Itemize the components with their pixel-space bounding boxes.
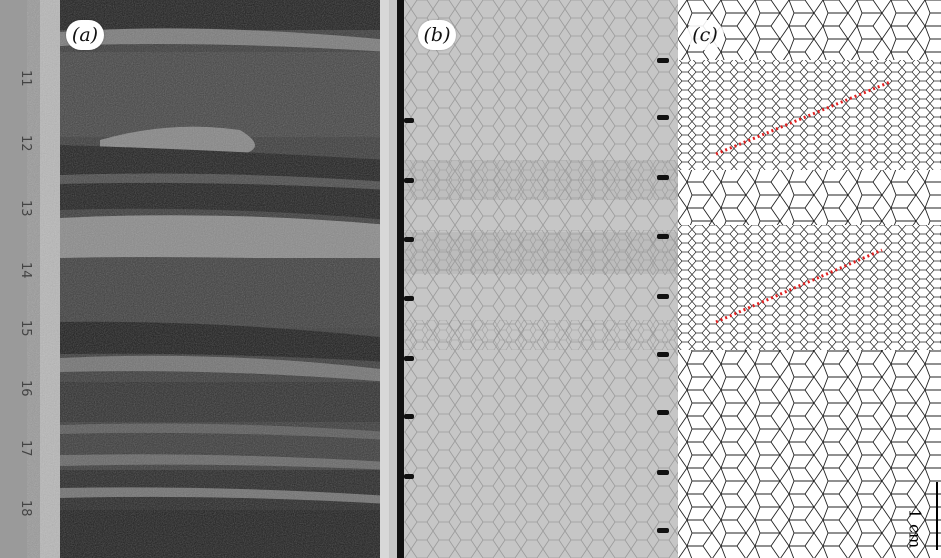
panel-label-c: (c) — [686, 20, 724, 50]
ruler-number: 12 — [18, 135, 33, 152]
ruler-number: 15 — [18, 320, 33, 337]
core-image-svg: 11 12 13 14 15 16 17 18 — [0, 0, 389, 558]
annotation-dotted-line — [715, 80, 891, 156]
ruler-number: 13 — [18, 200, 33, 217]
ruler-number: 14 — [18, 262, 33, 279]
tracing-svg — [678, 0, 941, 558]
micrograph-svg — [389, 0, 678, 558]
ruler-number: 18 — [18, 500, 33, 517]
ruler-number: 17 — [18, 440, 33, 457]
panel-a-core-image: 11 12 13 14 15 16 17 18 — [0, 0, 389, 558]
panel-c-grain-tracing — [678, 0, 941, 558]
scale-bar — [930, 482, 938, 550]
panel-label-b: (b) — [418, 20, 456, 50]
scale-bar-label: 1 cm — [905, 508, 925, 549]
annotation-dotted-line — [715, 248, 883, 324]
panel-label-a: (a) — [66, 20, 104, 50]
ruler-number: 11 — [18, 70, 33, 87]
ruler-number: 16 — [18, 380, 33, 397]
panel-b-micrograph — [389, 0, 678, 558]
